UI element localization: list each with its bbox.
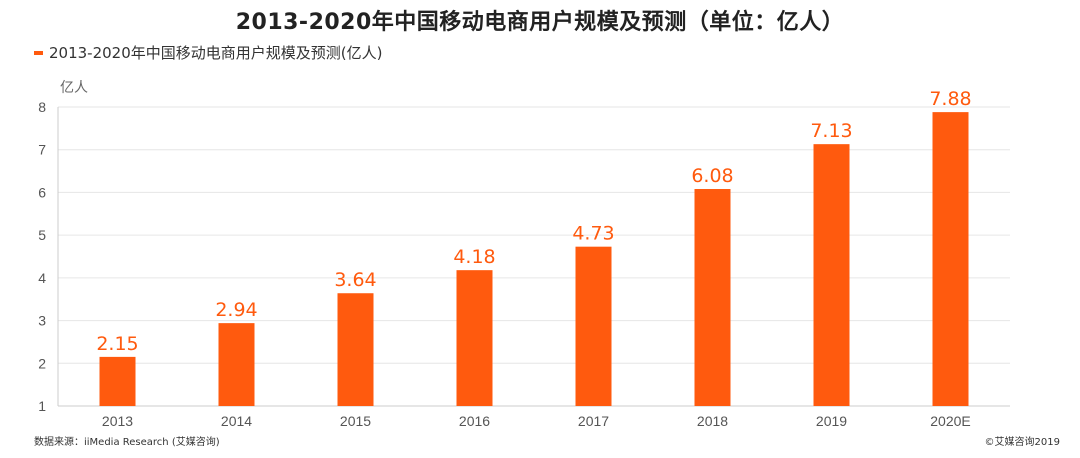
bar-2018 bbox=[694, 189, 731, 406]
legend: 2013-2020年中国移动电商用户规模及预测(亿人) bbox=[34, 42, 382, 63]
x-tick-label-2019: 2019 bbox=[816, 413, 847, 429]
chart-title: 2013-2020年中国移动电商用户规模及预测（单位：亿人） bbox=[235, 10, 845, 35]
y-tick-label: 7 bbox=[38, 142, 46, 158]
x-tick-label-2015: 2015 bbox=[340, 413, 371, 429]
y-axis: 1 2 3 4 5 6 7 8 bbox=[38, 99, 1010, 414]
value-label-2015: 3.64 bbox=[334, 269, 376, 291]
y-tick-label: 2 bbox=[38, 355, 46, 371]
value-label-2016: 4.18 bbox=[453, 246, 495, 268]
bar-2020E bbox=[932, 112, 969, 406]
value-label-2017: 4.73 bbox=[572, 223, 614, 245]
bar-2014 bbox=[218, 323, 255, 406]
x-tick-label-2016: 2016 bbox=[459, 413, 490, 429]
copyright: ©艾媒咨询2019 bbox=[984, 437, 1060, 448]
x-axis: 2013 2014 2015 2016 2017 2018 2019 2020E bbox=[102, 413, 971, 429]
legend-swatch bbox=[34, 50, 43, 55]
bar-2019 bbox=[813, 144, 850, 406]
x-tick-label-2020E: 2020E bbox=[930, 413, 970, 429]
bar-2015 bbox=[337, 293, 374, 406]
value-label-2013: 2.15 bbox=[96, 333, 138, 355]
bar-2017 bbox=[575, 246, 612, 406]
x-tick-label-2017: 2017 bbox=[578, 413, 609, 429]
grid-lines bbox=[58, 106, 1010, 364]
x-tick-label-2014: 2014 bbox=[221, 413, 252, 429]
y-tick-label: 3 bbox=[38, 313, 46, 329]
bars bbox=[99, 112, 969, 406]
y-tick-label: 4 bbox=[38, 270, 46, 286]
value-label-2019: 7.13 bbox=[810, 120, 852, 142]
y-tick-label: 1 bbox=[38, 398, 46, 414]
value-labels: 2.15 2.94 3.64 4.18 4.73 6.08 7.13 7.88 bbox=[96, 88, 971, 355]
value-label-2020E: 7.88 bbox=[929, 88, 971, 110]
bar-2016 bbox=[456, 270, 493, 406]
y-tick-label: 5 bbox=[38, 227, 46, 243]
value-label-2014: 2.94 bbox=[215, 299, 257, 321]
y-axis-label: 亿人 bbox=[60, 80, 88, 96]
y-tick-label: 6 bbox=[38, 184, 46, 200]
x-tick-label-2018: 2018 bbox=[697, 413, 728, 429]
legend-label: 2013-2020年中国移动电商用户规模及预测(亿人) bbox=[49, 44, 383, 62]
data-source: 数据来源：iiMedia Research (艾媒咨询) bbox=[34, 437, 220, 448]
value-label-2018: 6.08 bbox=[691, 165, 733, 187]
x-tick-label-2013: 2013 bbox=[102, 413, 133, 429]
y-tick-label: 8 bbox=[38, 99, 46, 115]
bar-2013 bbox=[99, 356, 136, 406]
